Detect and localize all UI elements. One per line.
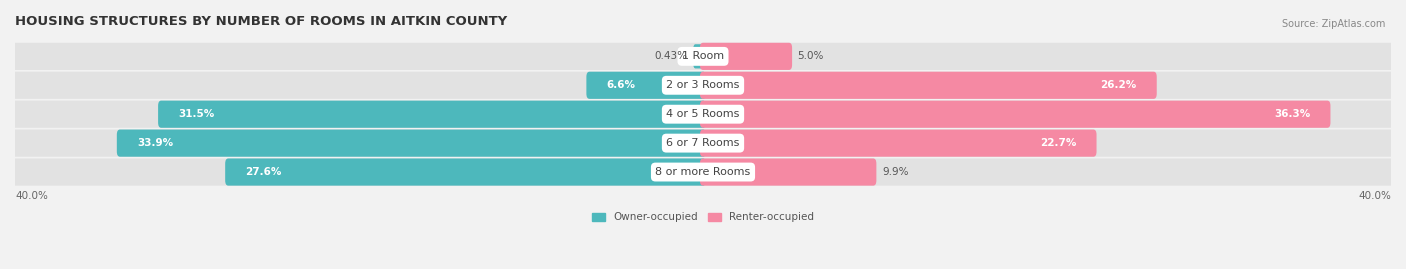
Text: 8 or more Rooms: 8 or more Rooms xyxy=(655,167,751,177)
Text: 27.6%: 27.6% xyxy=(246,167,281,177)
Text: 31.5%: 31.5% xyxy=(179,109,215,119)
Text: 2 or 3 Rooms: 2 or 3 Rooms xyxy=(666,80,740,90)
Text: 40.0%: 40.0% xyxy=(1358,191,1391,201)
Legend: Owner-occupied, Renter-occupied: Owner-occupied, Renter-occupied xyxy=(588,208,818,227)
FancyBboxPatch shape xyxy=(225,158,706,186)
Text: HOUSING STRUCTURES BY NUMBER OF ROOMS IN AITKIN COUNTY: HOUSING STRUCTURES BY NUMBER OF ROOMS IN… xyxy=(15,15,508,28)
FancyBboxPatch shape xyxy=(11,72,1395,99)
FancyBboxPatch shape xyxy=(693,44,706,69)
Text: 26.2%: 26.2% xyxy=(1099,80,1136,90)
FancyBboxPatch shape xyxy=(700,72,1157,99)
FancyBboxPatch shape xyxy=(11,43,1395,70)
Text: 22.7%: 22.7% xyxy=(1040,138,1076,148)
Text: 5.0%: 5.0% xyxy=(797,51,824,61)
Text: 6 or 7 Rooms: 6 or 7 Rooms xyxy=(666,138,740,148)
Text: Source: ZipAtlas.com: Source: ZipAtlas.com xyxy=(1281,19,1385,29)
Text: 0.43%: 0.43% xyxy=(654,51,688,61)
FancyBboxPatch shape xyxy=(117,130,706,157)
FancyBboxPatch shape xyxy=(157,101,706,128)
Text: 1 Room: 1 Room xyxy=(682,51,724,61)
Text: 9.9%: 9.9% xyxy=(882,167,908,177)
Text: 40.0%: 40.0% xyxy=(15,191,48,201)
Text: 4 or 5 Rooms: 4 or 5 Rooms xyxy=(666,109,740,119)
FancyBboxPatch shape xyxy=(700,158,876,186)
FancyBboxPatch shape xyxy=(11,130,1395,157)
Text: 33.9%: 33.9% xyxy=(138,138,173,148)
FancyBboxPatch shape xyxy=(11,158,1395,186)
FancyBboxPatch shape xyxy=(700,130,1097,157)
Text: 6.6%: 6.6% xyxy=(606,80,636,90)
FancyBboxPatch shape xyxy=(586,72,706,99)
FancyBboxPatch shape xyxy=(11,101,1395,128)
FancyBboxPatch shape xyxy=(700,43,792,70)
Text: 36.3%: 36.3% xyxy=(1274,109,1310,119)
FancyBboxPatch shape xyxy=(700,101,1330,128)
